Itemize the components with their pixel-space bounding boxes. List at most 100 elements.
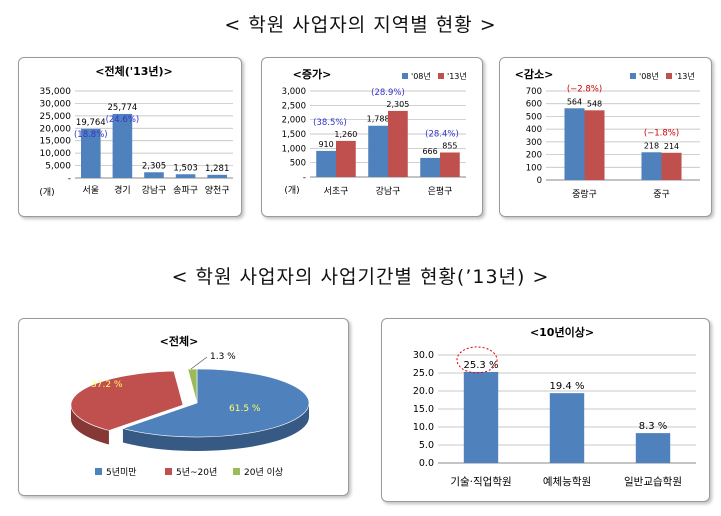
change-label: (28.4%) xyxy=(425,129,459,139)
y-tick-label: 100 xyxy=(526,163,542,173)
y-tick-label: 20.0 xyxy=(413,386,434,397)
category-label: 강남구 xyxy=(142,185,167,196)
legend-label: 5년미만 xyxy=(106,467,137,478)
legend-swatch xyxy=(165,468,172,475)
y-tick-label: 35,000 xyxy=(40,87,72,97)
data-label: 8.3 % xyxy=(639,421,668,432)
category-label: 경기 xyxy=(114,184,131,196)
y-tick-label: 15.0 xyxy=(413,404,434,415)
change-label: (38.5%) xyxy=(313,118,347,128)
y-tick-label: 5.0 xyxy=(419,440,434,451)
y-tick-label: 10.0 xyxy=(413,422,434,433)
bar xyxy=(388,110,408,177)
chart-decrease: <감소> 0 100 200 300 400 500 600 700 중랑구 564 548 중구 218… xyxy=(515,67,700,200)
category-label: 중구 xyxy=(653,189,670,200)
category-label: 서초구 xyxy=(324,186,349,197)
bar xyxy=(661,152,682,180)
legend-label: '08년 xyxy=(639,71,659,81)
data-label: 19.4 % xyxy=(550,381,585,392)
bar xyxy=(641,152,662,180)
y-tick-label: 5,000 xyxy=(45,162,71,172)
change-label: (28.9%) xyxy=(371,88,405,98)
data-label: 1,503 xyxy=(173,163,197,173)
data-label: 910 xyxy=(318,140,333,149)
legend-swatch xyxy=(666,73,672,79)
category-label: 서울 xyxy=(83,185,100,196)
category-label: 양천구 xyxy=(205,185,230,196)
data-label: 666 xyxy=(422,147,437,156)
category-label: 중랑구 xyxy=(572,188,597,200)
y-tick-label: 15,000 xyxy=(40,137,72,147)
change-label: (−1.8%) xyxy=(644,128,679,138)
category-label: 기술·직업학원 xyxy=(450,475,511,488)
bar xyxy=(440,152,460,177)
pie-slice xyxy=(187,368,198,404)
bar xyxy=(463,371,499,463)
chart-period-pie: <전체> 61.5 % 37.2 % 1.3 % 5년미만 5년~20년 20년 이상 xyxy=(70,334,310,478)
data-label: 25,774 xyxy=(108,103,138,113)
data-label: 37.2 % xyxy=(91,380,123,390)
data-label: 855 xyxy=(442,141,457,150)
y-tick-label: 600 xyxy=(526,100,542,110)
share-label: (18.8%) xyxy=(74,130,108,140)
bar xyxy=(336,140,356,177)
y-tick-label: 700 xyxy=(526,87,542,97)
y-tick-label: 30,000 xyxy=(40,99,72,109)
y-tick-label: 20,000 xyxy=(40,124,72,134)
legend-swatch xyxy=(438,73,444,79)
bar xyxy=(368,125,388,177)
bar xyxy=(316,150,336,177)
legend-label: '08년 xyxy=(411,71,431,81)
data-label: 1,281 xyxy=(205,164,229,174)
highlight-circle xyxy=(456,346,498,374)
chart-title: <증가> xyxy=(293,67,332,81)
panel-increase: <증가> - 500 1,000 1,500 2,000 2,500 3,000 (개) 서초구 9… xyxy=(261,57,483,217)
data-label: 25.3 % xyxy=(464,360,499,371)
heading-business-period: < 학원 사업자의 사업기간별 현황(’13년) > xyxy=(171,266,550,288)
legend-label: 5년~20년 xyxy=(176,467,217,478)
data-label: 19,764 xyxy=(76,118,106,128)
data-label: 218 xyxy=(644,141,659,150)
panel-total-2013: <전체('13년)> - 5,000 10,000 15,000 20,000 25,000… xyxy=(18,57,242,217)
bar xyxy=(584,110,605,180)
category-label: 송파구 xyxy=(173,185,198,196)
category-label: 강남구 xyxy=(376,186,401,197)
pie-slice xyxy=(121,368,310,438)
y-tick-label: 2,500 xyxy=(282,101,306,111)
bar xyxy=(549,393,585,463)
share-label: (24.6%) xyxy=(106,115,140,125)
data-label: 1,788 xyxy=(367,115,390,124)
y-tick-label: 300 xyxy=(526,138,542,148)
y-tick-label: - xyxy=(68,174,71,184)
y-tick-label: 25,000 xyxy=(40,112,72,122)
bar xyxy=(144,172,164,178)
unit-label: (개) xyxy=(284,185,299,196)
pie-slice-side xyxy=(71,405,109,445)
bar xyxy=(112,113,133,178)
legend-label: '13년 xyxy=(675,71,695,81)
data-label: 214 xyxy=(664,142,679,151)
unit-label: (개) xyxy=(39,187,54,198)
bar xyxy=(420,157,440,177)
y-tick-label: 2,000 xyxy=(282,116,306,126)
y-tick-label: 0 xyxy=(537,176,542,186)
y-tick-label: 400 xyxy=(526,125,542,135)
y-tick-label: 1,500 xyxy=(282,130,306,140)
legend-label: 20년 이상 xyxy=(244,467,283,478)
data-label: 1,260 xyxy=(334,130,357,139)
y-tick-label: 30.0 xyxy=(413,350,434,361)
chart-title: <전체('13년)> xyxy=(95,64,173,78)
category-label: 일반교습학원 xyxy=(624,475,682,488)
legend-swatch xyxy=(95,468,102,475)
category-label: 은평구 xyxy=(428,186,453,197)
y-tick-label: 25.0 xyxy=(413,368,434,379)
change-label: (−2.8%) xyxy=(567,84,602,94)
legend-swatch xyxy=(402,73,408,79)
y-tick-label: 500 xyxy=(290,159,306,169)
data-label: 564 xyxy=(567,97,582,106)
y-tick-label: 3,000 xyxy=(282,87,306,97)
bar xyxy=(635,433,671,463)
pie-slice-side xyxy=(122,403,309,451)
legend-swatch xyxy=(630,73,636,79)
chart-title: <감소> xyxy=(515,67,554,81)
